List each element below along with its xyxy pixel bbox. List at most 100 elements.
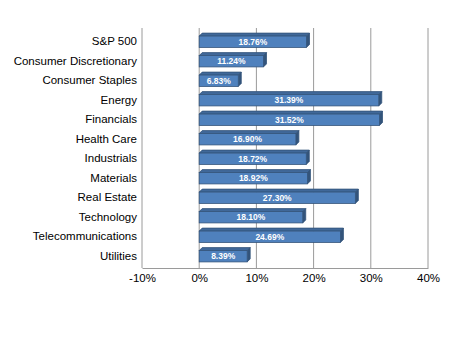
data-label: 18.72% <box>238 154 267 164</box>
category-label: S&P 500 <box>92 35 137 47</box>
category-label: Industrials <box>85 152 138 164</box>
data-labels: 18.76% 11.24% 6.83% 31.39% 31.52% 16.90% 18.72… <box>207 37 305 262</box>
data-label: 18.10% <box>237 212 266 222</box>
bar <box>199 56 263 67</box>
bar-depth <box>199 72 241 75</box>
tick-label: 20% <box>303 272 326 284</box>
bar-depth <box>199 53 266 56</box>
bar-depth <box>199 170 310 173</box>
category-tick: Consumer Discretionary <box>14 55 138 67</box>
bar-depth <box>199 209 306 212</box>
value-tick: 40% <box>417 268 440 284</box>
category-label: Consumer Staples <box>42 74 137 86</box>
chart: 18.76% 11.24% 6.83% 31.39% 31.52% 16.90% 18.72… <box>0 0 450 341</box>
bar-depth <box>340 228 343 242</box>
bar-depth <box>199 131 299 134</box>
bar-group <box>199 111 382 125</box>
plot-area <box>199 33 382 262</box>
category-label: Utilities <box>100 250 137 262</box>
category-tick: Energy <box>101 94 138 106</box>
data-label: 6.83% <box>207 76 232 86</box>
grid-line <box>370 28 371 268</box>
bar <box>199 212 303 223</box>
category-tick: Consumer Staples <box>42 74 137 86</box>
bar <box>199 173 307 184</box>
category-label: Materials <box>90 172 137 184</box>
bar <box>199 231 340 242</box>
bar-depth <box>199 150 309 153</box>
tick-label: -10% <box>129 272 156 284</box>
bar-depth <box>306 150 309 164</box>
tick-label: 10% <box>245 272 268 284</box>
bar-group <box>199 53 266 67</box>
data-label: 31.52% <box>275 115 304 125</box>
data-label: 18.76% <box>238 37 267 47</box>
bar-depth <box>247 248 250 262</box>
bar-depth <box>199 92 382 95</box>
axis-line <box>143 268 429 269</box>
bar-group <box>199 92 382 106</box>
value-tick: 10% <box>245 268 268 284</box>
category-tick: Utilities <box>100 250 137 262</box>
category-label: Real Estate <box>78 191 137 203</box>
category-label: Financials <box>85 113 137 125</box>
category-tick: Materials <box>90 172 137 184</box>
data-label: 24.69% <box>255 232 284 242</box>
bar <box>199 36 306 47</box>
category-label: Technology <box>79 211 137 223</box>
data-label: 11.24% <box>217 56 246 66</box>
data-label: 18.92% <box>239 173 268 183</box>
bar-depth <box>379 111 382 125</box>
bar-depth <box>355 189 358 203</box>
data-label: 16.90% <box>233 134 262 144</box>
bar-group <box>199 131 299 145</box>
category-label: Telecommunications <box>33 230 137 242</box>
bar-group <box>199 33 309 47</box>
bar-group <box>199 228 343 242</box>
value-tick: 30% <box>360 268 383 284</box>
bar-depth <box>238 72 241 86</box>
value-tick: -10% <box>129 268 156 284</box>
grid-line <box>142 28 143 268</box>
category-tick: S&P 500 <box>92 35 137 47</box>
data-label: 8.39% <box>211 251 236 261</box>
bar-depth <box>379 92 382 106</box>
bar <box>199 75 238 86</box>
category-tick: Health Care <box>76 133 137 145</box>
value-tick: 0% <box>191 268 208 284</box>
bar-depth <box>263 53 266 67</box>
bar-group <box>199 189 358 203</box>
tick-label: 30% <box>360 272 383 284</box>
grid <box>142 28 428 268</box>
tick-label: 0% <box>191 272 208 284</box>
category-tick: Industrials <box>85 152 138 164</box>
bar-depth <box>303 209 306 223</box>
value-axis: -10% 0% 10% 20% 30% 40% <box>129 268 440 284</box>
bar-group <box>199 170 310 184</box>
bar <box>199 192 355 203</box>
category-label: Energy <box>101 94 138 106</box>
grid-line <box>428 28 429 268</box>
bar-group <box>199 248 250 262</box>
data-label: 27.30% <box>263 193 292 203</box>
bar-depth <box>307 33 310 47</box>
bar-group <box>199 150 309 164</box>
data-label: 31.39% <box>275 95 304 105</box>
category-tick: Real Estate <box>78 191 137 203</box>
category-tick: Technology <box>79 211 137 223</box>
category-tick: Financials <box>85 113 137 125</box>
bar-depth <box>199 33 309 36</box>
category-label: Consumer Discretionary <box>14 55 138 67</box>
bar-depth <box>307 170 310 184</box>
bar-depth <box>199 189 358 192</box>
category-tick: Telecommunications <box>33 230 137 242</box>
value-tick: 20% <box>303 268 326 284</box>
bar-group <box>199 209 306 223</box>
category-label: Health Care <box>76 133 137 145</box>
bar-depth <box>199 248 250 251</box>
bar-depth <box>199 111 382 114</box>
bar-depth <box>296 131 299 145</box>
category-axis: S&P 500 Consumer Discretionary Consumer St… <box>14 35 138 262</box>
bar <box>199 251 247 262</box>
bar <box>199 95 379 106</box>
